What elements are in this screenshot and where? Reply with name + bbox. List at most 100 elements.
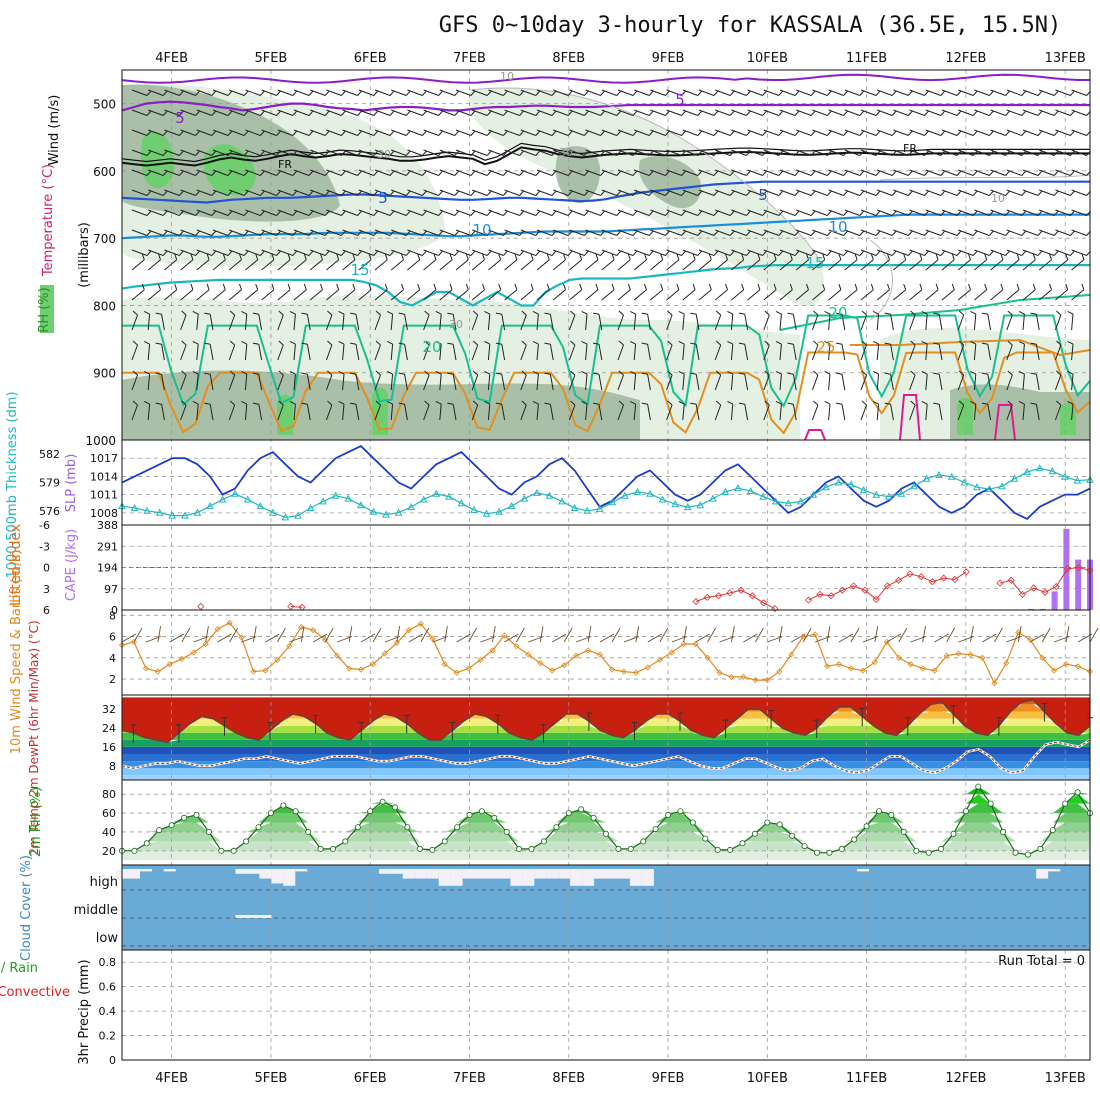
wind-barb [764,400,770,406]
wind-barb [468,627,477,643]
wind-barb [843,170,848,176]
wind-barb [455,169,472,176]
wind-barb [301,342,308,345]
wind-barb [181,310,187,316]
rh-marker [181,814,188,821]
wind-barb [536,259,550,271]
date-label-top: 6FEB [354,51,387,66]
wind-barb [131,229,148,236]
wind-barb [933,402,940,405]
wind-speed-marker [537,660,544,667]
wind-barb [1007,340,1013,346]
wind-barb [585,109,601,116]
wind-barb [725,283,728,290]
wind-barb [934,633,949,643]
date-label-bottom: 4FEB [155,1071,188,1086]
wind-barb [910,370,916,376]
wind-barb [143,400,150,405]
thickness-marker [947,472,956,480]
wind-barb [876,344,880,361]
wind-barb [593,312,600,315]
wind-speed-marker [489,647,496,654]
wind-barb [763,169,779,176]
wind-barb [308,130,314,136]
wind-barb [293,404,296,421]
wind-barb [956,110,962,116]
wind-barb [439,89,455,96]
wind-barb [1071,229,1087,236]
rh-marker [466,811,473,818]
wind-barb [341,230,346,236]
wind-barb [778,210,784,216]
wind-barb [990,209,1006,216]
cloud-high-gap [522,869,535,886]
wind-barb [521,340,527,346]
thickness-marker [721,487,730,495]
wind-barb [632,170,638,176]
wind-barb [277,404,284,421]
wind-barb [404,344,408,361]
wind-barb [1053,170,1059,176]
temperature-band [122,725,1090,743]
wind-barb [162,90,168,96]
date-label-bottom: 10FEB [747,1071,788,1086]
wind-barb [472,209,488,216]
wind-barb [310,209,326,216]
wind-barb [972,150,978,156]
wind-barb [924,170,929,176]
wind-barb [909,109,925,116]
wind-barb [271,253,275,260]
wind-barb [245,89,261,96]
wind-barb [729,230,735,236]
wind-barb [616,210,622,216]
rh-marker [218,847,225,854]
wind-barb [1039,249,1055,256]
wind-barb [503,190,508,196]
wind-barb [520,249,536,256]
wind-speed-marker [250,668,257,675]
wind-barb [261,259,275,271]
wind-barb [417,283,421,290]
wind-barb [401,283,404,290]
wind-barb [211,210,217,216]
wind-barb [277,169,293,176]
wind-barb [681,110,686,116]
wind-barb [665,130,670,136]
wind-barb [1053,150,1059,156]
wind-barb [1081,253,1085,260]
wind-barb [940,250,946,256]
wind-barb [276,190,281,196]
wind-barb [132,400,138,406]
wind-barb [179,110,184,116]
wind-barb [472,249,488,256]
wind-barb [148,229,164,236]
wind-barb [146,250,152,256]
wind-barb [941,169,958,176]
wind-barb [358,89,374,96]
wind-barb [1089,627,1099,643]
wind-barb [585,129,601,136]
wind-barb [452,374,457,391]
wind-barb [261,149,277,156]
thickness-marker [495,507,503,515]
wind-barb [1006,109,1022,116]
rh-marker [751,830,758,837]
wind-barb [386,370,393,375]
wind-barb [806,283,809,290]
wind-barb [148,169,164,176]
wind-barb [650,229,666,236]
wind-barb [763,89,779,96]
wind-barb [131,169,148,176]
wind-barb [598,344,603,361]
wind-barb [229,229,245,236]
wind-barb [843,90,848,96]
wind-barb [484,340,491,345]
thickness-marker [771,497,780,505]
wind-barb [778,190,784,196]
lifted-index-marker [1052,583,1060,591]
wind-barb [146,90,152,96]
wind-barb [471,374,479,391]
wind-barb [678,310,685,315]
wind-barb [404,404,408,421]
wind-barb [358,169,374,176]
